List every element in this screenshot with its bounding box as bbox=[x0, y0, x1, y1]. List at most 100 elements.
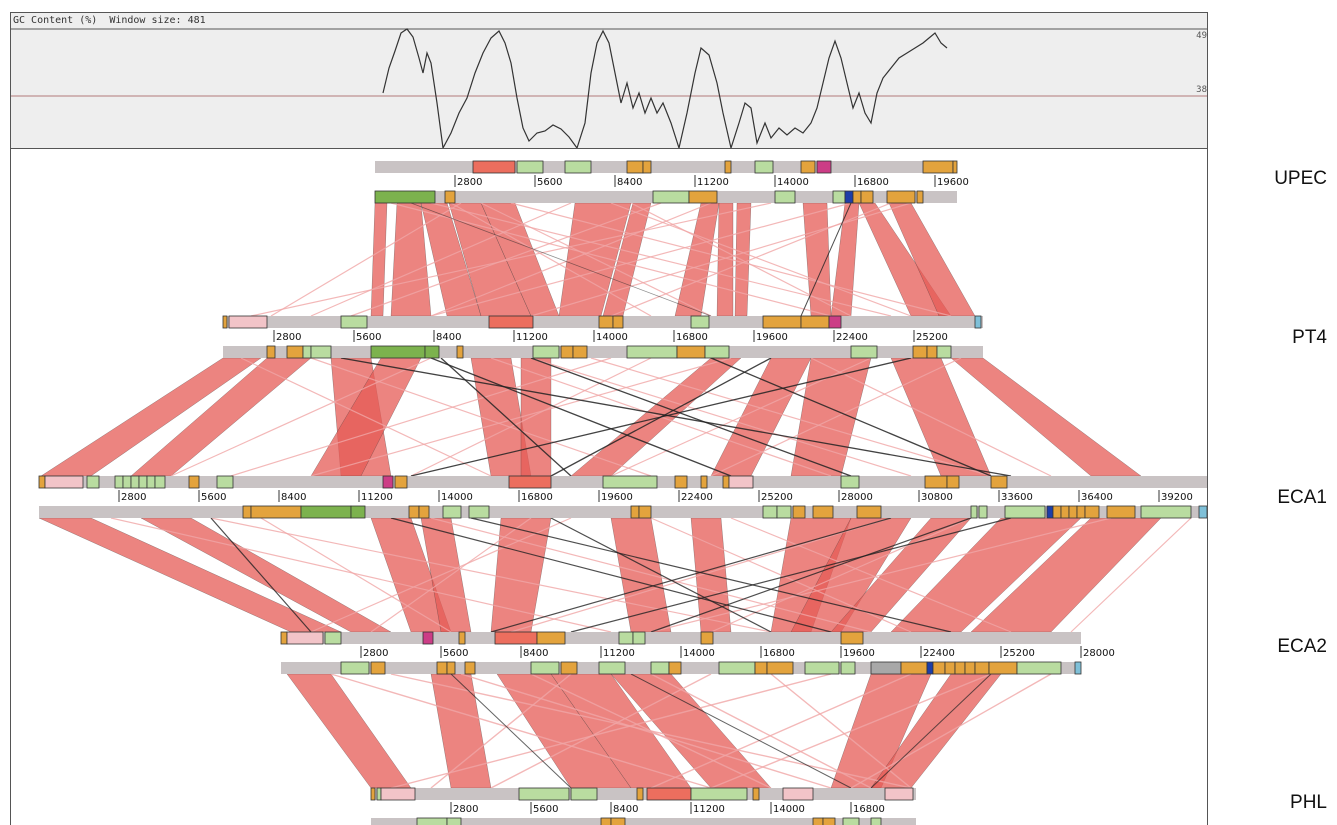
gene-feature[interactable] bbox=[340, 661, 370, 675]
homology-link[interactable] bbox=[110, 517, 612, 633]
homology-link[interactable] bbox=[270, 202, 462, 317]
homology-link[interactable] bbox=[210, 517, 312, 633]
homology-link[interactable] bbox=[770, 673, 912, 789]
track-phl[interactable]: 2800 5600 8400 11200 14000 16800 bbox=[370, 787, 916, 825]
gene-feature[interactable] bbox=[668, 661, 682, 675]
homology-band[interactable] bbox=[286, 673, 412, 789]
homology-link[interactable] bbox=[440, 357, 572, 477]
gene-feature[interactable] bbox=[222, 315, 228, 329]
gene-feature[interactable] bbox=[458, 631, 466, 645]
gene-feature[interactable] bbox=[370, 345, 426, 359]
homology-link[interactable] bbox=[240, 357, 492, 477]
gene-feature[interactable] bbox=[828, 315, 842, 329]
gene-feature[interactable] bbox=[674, 475, 688, 489]
gene-feature[interactable] bbox=[508, 475, 552, 489]
gene-feature[interactable] bbox=[816, 160, 832, 174]
gene-feature[interactable] bbox=[912, 345, 928, 359]
gene-feature[interactable] bbox=[324, 631, 342, 645]
homology-link[interactable] bbox=[410, 357, 652, 477]
homology-link[interactable] bbox=[630, 673, 852, 789]
gene-feature[interactable] bbox=[1140, 505, 1192, 519]
gene-feature[interactable] bbox=[570, 787, 598, 801]
gene-feature[interactable] bbox=[988, 661, 1018, 675]
gene-feature[interactable] bbox=[804, 661, 840, 675]
homology-link[interactable] bbox=[310, 357, 652, 477]
gene-feature[interactable] bbox=[970, 505, 978, 519]
gene-feature[interactable] bbox=[1052, 505, 1062, 519]
homology-link[interactable] bbox=[350, 202, 662, 317]
gene-feature[interactable] bbox=[1060, 505, 1070, 519]
gene-feature[interactable] bbox=[130, 475, 140, 489]
gene-feature[interactable] bbox=[762, 505, 778, 519]
gene-feature[interactable] bbox=[630, 505, 640, 519]
gene-feature[interactable] bbox=[382, 475, 394, 489]
homology-link[interactable] bbox=[870, 673, 992, 789]
gene-feature[interactable] bbox=[536, 631, 566, 645]
homology-link[interactable] bbox=[310, 357, 732, 477]
gene-feature[interactable] bbox=[924, 475, 948, 489]
gene-feature[interactable] bbox=[690, 315, 710, 329]
gene-feature[interactable] bbox=[310, 345, 332, 359]
homology-link[interactable] bbox=[650, 517, 972, 633]
gene-feature[interactable] bbox=[250, 505, 302, 519]
homology-band[interactable] bbox=[734, 202, 752, 317]
gene-feature[interactable] bbox=[856, 505, 882, 519]
homology-link[interactable] bbox=[530, 202, 912, 317]
homology-link[interactable] bbox=[800, 202, 852, 317]
gene-feature[interactable] bbox=[722, 475, 730, 489]
gene-feature[interactable] bbox=[436, 661, 448, 675]
homology-link[interactable] bbox=[450, 202, 652, 317]
gene-feature[interactable] bbox=[632, 631, 646, 645]
gene-feature[interactable] bbox=[518, 787, 570, 801]
gene-feature[interactable] bbox=[286, 345, 304, 359]
gene-feature[interactable] bbox=[114, 475, 124, 489]
gene-feature[interactable] bbox=[408, 505, 420, 519]
gene-feature[interactable] bbox=[800, 315, 830, 329]
gene-feature[interactable] bbox=[626, 345, 678, 359]
gene-feature[interactable] bbox=[494, 631, 538, 645]
homology-link[interactable] bbox=[850, 673, 1052, 789]
homology-link[interactable] bbox=[250, 202, 772, 317]
track-pt4[interactable]: 2800 5600 8400 11200 14000 16800 19600 22400 252… bbox=[222, 315, 983, 359]
homology-link[interactable] bbox=[340, 357, 1012, 477]
gene-feature[interactable] bbox=[850, 345, 878, 359]
gene-feature[interactable] bbox=[926, 661, 934, 675]
homology-band[interactable] bbox=[674, 202, 720, 317]
gene-feature[interactable] bbox=[718, 661, 756, 675]
gene-feature[interactable] bbox=[532, 345, 560, 359]
homology-link[interactable] bbox=[510, 202, 952, 317]
gene-feature[interactable] bbox=[38, 475, 46, 489]
gene-feature[interactable] bbox=[728, 475, 754, 489]
homology-link[interactable] bbox=[430, 202, 852, 317]
homology-link[interactable] bbox=[650, 673, 912, 789]
homology-link[interactable] bbox=[430, 673, 572, 789]
homology-link[interactable] bbox=[810, 357, 1052, 477]
homology-link[interactable] bbox=[710, 357, 992, 477]
gene-feature[interactable] bbox=[370, 787, 376, 801]
gene-feature[interactable] bbox=[900, 661, 928, 675]
gene-feature[interactable] bbox=[700, 631, 714, 645]
homology-link[interactable] bbox=[510, 517, 892, 633]
gene-feature[interactable] bbox=[688, 190, 718, 204]
gene-feature[interactable] bbox=[560, 345, 574, 359]
gene-feature[interactable] bbox=[188, 475, 200, 489]
gene-feature[interactable] bbox=[766, 661, 794, 675]
homology-link[interactable] bbox=[710, 357, 962, 477]
homology-link[interactable] bbox=[530, 673, 772, 789]
homology-link[interactable] bbox=[390, 517, 832, 633]
homology-band[interactable] bbox=[430, 673, 492, 789]
gene-feature[interactable] bbox=[852, 190, 862, 204]
gene-feature[interactable] bbox=[266, 345, 276, 359]
gene-feature[interactable] bbox=[1016, 661, 1062, 675]
gene-feature[interactable] bbox=[840, 631, 864, 645]
gene-feature[interactable] bbox=[946, 475, 960, 489]
gene-feature[interactable] bbox=[954, 661, 966, 675]
homology-link[interactable] bbox=[410, 357, 912, 477]
gene-feature[interactable] bbox=[916, 190, 924, 204]
gene-feature[interactable] bbox=[884, 787, 914, 801]
homology-link[interactable] bbox=[330, 673, 712, 789]
homology-band[interactable] bbox=[570, 357, 742, 477]
homology-link[interactable] bbox=[610, 202, 912, 317]
gene-feature[interactable] bbox=[626, 160, 644, 174]
homology-link[interactable] bbox=[730, 517, 1012, 633]
